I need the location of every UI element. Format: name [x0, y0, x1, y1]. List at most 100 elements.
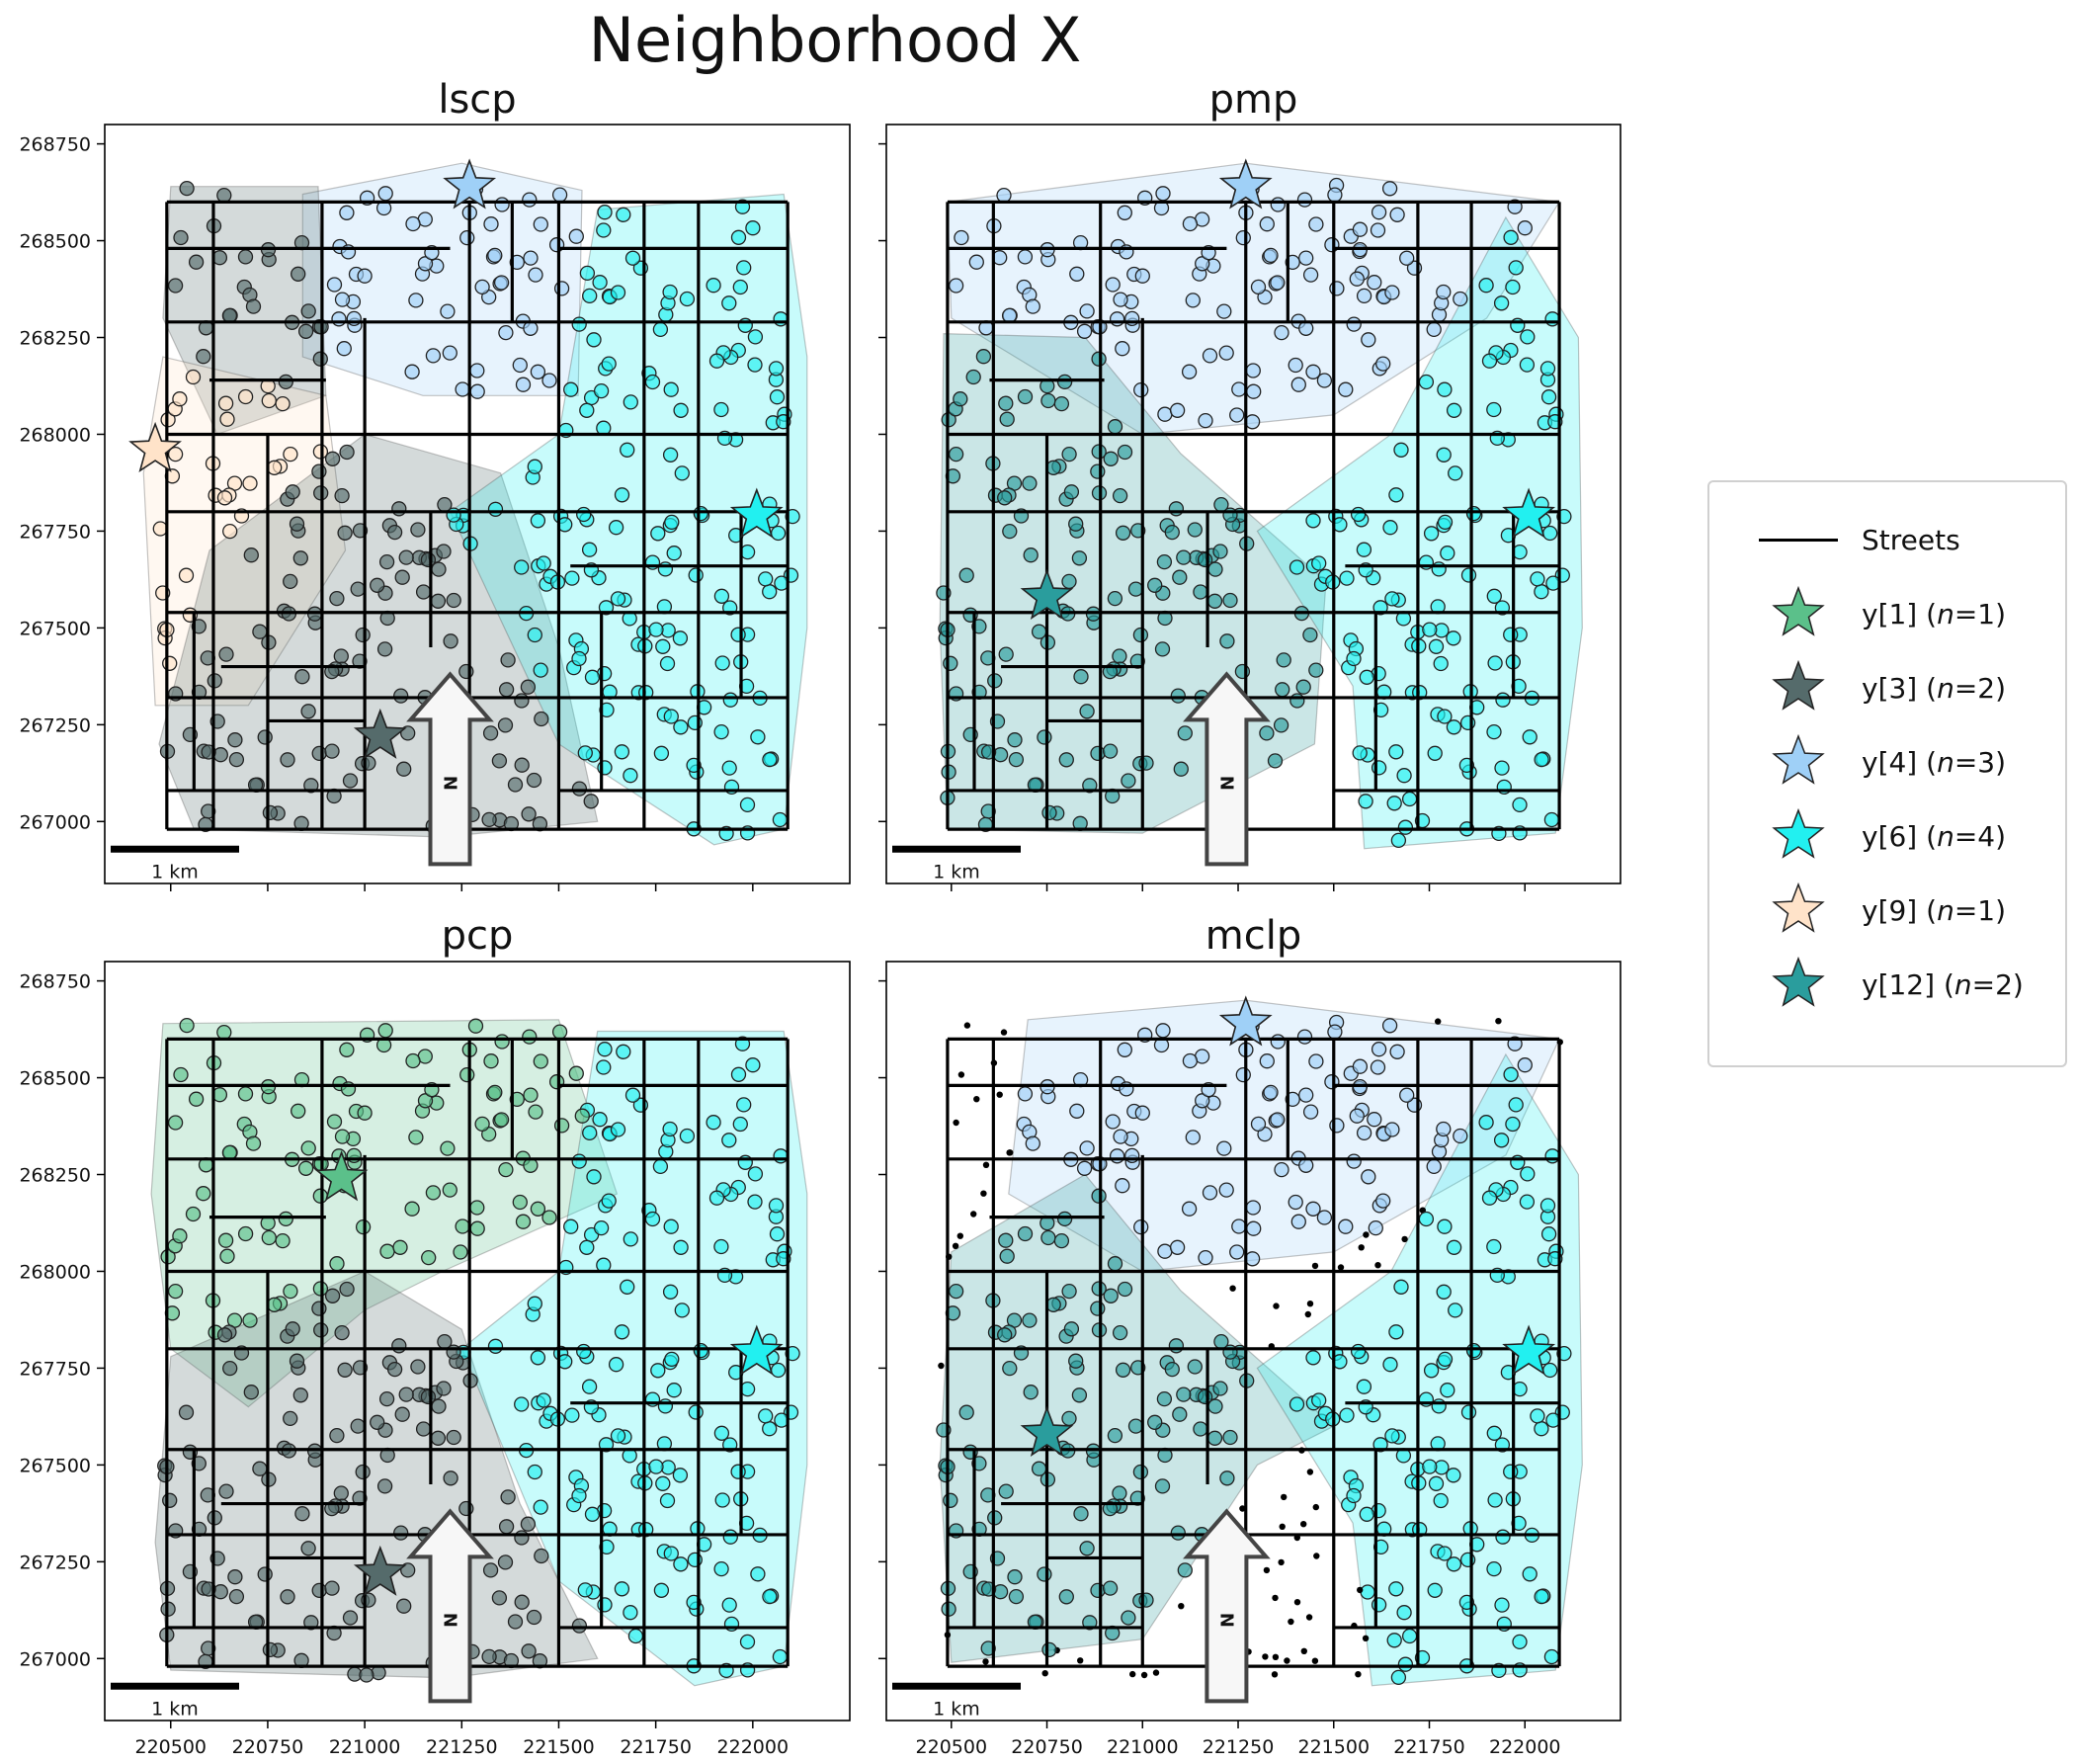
demand-point — [243, 547, 259, 563]
demand-point — [666, 1383, 682, 1398]
demand-point — [599, 1539, 615, 1555]
demand-point — [294, 1506, 310, 1522]
demand-point — [1436, 284, 1452, 300]
demand-point — [663, 709, 679, 724]
demand-point — [188, 1091, 205, 1107]
demand-point — [1505, 1116, 1521, 1133]
demand-point — [663, 381, 679, 397]
demand-point — [300, 1140, 316, 1156]
uncovered-point — [957, 1071, 965, 1078]
demand-point — [770, 525, 787, 542]
star-icon — [1772, 659, 1825, 711]
demand-point — [1427, 1582, 1443, 1598]
demand-point — [162, 655, 178, 671]
uncovered-point — [1229, 1285, 1236, 1292]
demand-point — [1117, 1281, 1133, 1298]
demand-point — [652, 1158, 669, 1175]
demand-point — [541, 373, 557, 388]
demand-point — [1229, 407, 1245, 423]
demand-point — [1448, 465, 1463, 481]
demand-point — [523, 250, 539, 266]
demand-point — [968, 254, 984, 270]
demand-point — [1107, 419, 1123, 435]
demand-point — [1486, 588, 1502, 604]
demand-point — [1381, 1018, 1398, 1034]
demand-point — [1388, 1324, 1404, 1340]
demand-point — [1508, 1097, 1524, 1113]
star-icon — [1772, 585, 1825, 636]
demand-point — [593, 382, 610, 399]
demand-point — [958, 1404, 974, 1420]
demand-point — [1522, 729, 1538, 745]
demand-point — [1422, 622, 1438, 637]
demand-point — [1073, 1506, 1089, 1522]
demand-point — [1198, 1249, 1213, 1266]
demand-point — [377, 186, 393, 202]
demand-point — [534, 1548, 549, 1564]
demand-point — [1235, 229, 1251, 246]
demand-point — [1436, 1284, 1452, 1300]
uncovered-point — [1263, 1566, 1271, 1574]
demand-point — [331, 311, 347, 327]
demand-point — [482, 725, 499, 741]
demand-point — [722, 1529, 738, 1545]
demand-point — [237, 249, 254, 265]
demand-point — [1534, 584, 1549, 600]
demand-point — [185, 369, 202, 385]
demand-point — [1193, 1421, 1208, 1437]
demand-point — [275, 395, 291, 412]
demand-point — [730, 1066, 747, 1082]
north-label: N — [440, 1613, 460, 1628]
demand-point — [1259, 1053, 1275, 1069]
demand-point — [396, 761, 412, 777]
facility-star — [1502, 1324, 1556, 1376]
demand-point — [1543, 811, 1560, 828]
demand-point — [1250, 1116, 1267, 1133]
demand-point — [1316, 373, 1333, 388]
demand-point — [1008, 1588, 1025, 1605]
demand-point — [261, 392, 277, 409]
demand-point — [1437, 1546, 1453, 1561]
demand-point — [610, 1122, 626, 1137]
streets-line-icon — [1759, 539, 1838, 542]
demand-point — [721, 760, 737, 776]
demand-point — [1216, 1140, 1232, 1156]
demand-point — [291, 1103, 306, 1119]
demand-point — [553, 281, 570, 296]
demand-point — [329, 590, 345, 607]
demand-point — [1520, 1166, 1536, 1182]
demand-point — [551, 187, 568, 203]
demand-point — [745, 220, 761, 236]
demand-point — [1231, 381, 1247, 397]
demand-point — [329, 1256, 345, 1272]
demand-point — [1372, 1539, 1389, 1555]
demand-point — [167, 278, 184, 294]
demand-point — [1169, 1239, 1186, 1255]
demand-point — [1517, 220, 1533, 236]
demand-point — [571, 316, 587, 332]
demand-point — [1534, 751, 1549, 768]
demand-point — [662, 1284, 679, 1300]
demand-point — [333, 1485, 349, 1501]
demand-point — [1235, 1066, 1251, 1083]
demand-point — [1017, 1086, 1034, 1102]
demand-point — [1177, 725, 1193, 741]
north-arrow-icon — [406, 1508, 494, 1704]
demand-point — [1090, 745, 1106, 762]
demand-point — [769, 389, 786, 405]
demand-point — [1082, 778, 1098, 794]
demand-point — [1274, 324, 1289, 341]
demand-point — [398, 549, 414, 565]
demand-point — [283, 1410, 298, 1427]
demand-point — [334, 292, 351, 307]
demand-point — [610, 1428, 626, 1444]
demand-point — [568, 228, 584, 244]
demand-point — [386, 524, 403, 541]
demand-point — [1157, 1243, 1173, 1259]
demand-point — [1375, 1193, 1391, 1209]
demand-point — [1389, 1044, 1405, 1059]
demand-point — [599, 702, 615, 718]
demand-point — [571, 1487, 587, 1504]
demand-point — [714, 655, 730, 671]
star-icon — [1772, 733, 1825, 785]
